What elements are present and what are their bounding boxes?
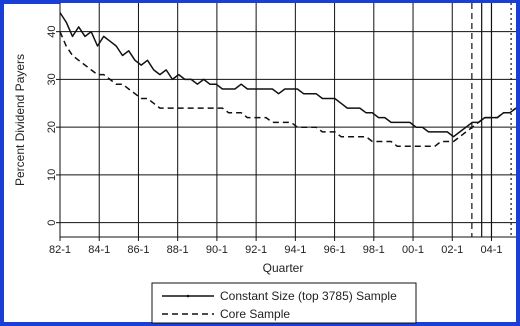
x-axis-label: Quarter [263, 261, 304, 275]
y-tick-label: 30 [46, 73, 58, 85]
legend: Constant Size (top 3785) Sample Core Sam… [151, 282, 417, 324]
series-line-core [59, 31, 517, 148]
x-tick-label: 92-1 [245, 244, 267, 256]
legend-marker-constant [186, 294, 190, 298]
x-tick-label: 88-1 [167, 244, 189, 256]
x-tick-label: 96-1 [324, 244, 346, 256]
legend-label-constant: Constant Size (top 3785) Sample [220, 289, 397, 303]
x-tick-label: 82-1 [49, 244, 71, 256]
y-tick-label: 40 [46, 26, 58, 38]
x-tick-label: 84-1 [88, 244, 110, 256]
x-tick-label: 90-1 [206, 244, 228, 256]
series-layer [59, 12, 517, 148]
y-tick-label: 20 [46, 121, 58, 133]
y-tick-label: 0 [46, 220, 58, 226]
legend-label-core: Core Sample [220, 307, 290, 321]
plot-area [60, 3, 516, 237]
y-axis-label: Percent Dividend Payers [13, 54, 27, 186]
x-tick-label: 98-1 [363, 244, 385, 256]
x-tick-label: 04-1 [480, 244, 502, 256]
legend-box [151, 282, 417, 324]
series-line-constant-size [59, 12, 517, 138]
x-tick-label: 94-1 [284, 244, 306, 256]
x-tick-label: 02-1 [441, 244, 463, 256]
x-tick-label: 86-1 [127, 244, 149, 256]
y-tick-label: 10 [46, 169, 58, 181]
axis-ticks: 0 10 20 30 40 82-1 84-1 86-1 88-1 90-1 92-1 94-1 96-… [46, 3, 516, 256]
x-tick-label: 00-1 [402, 244, 424, 256]
